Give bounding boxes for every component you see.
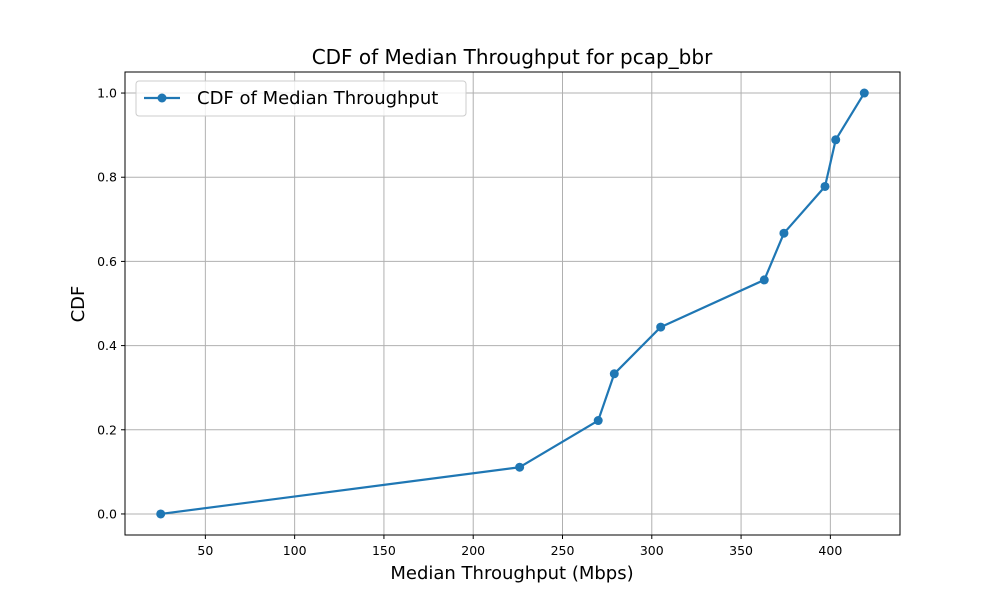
data-point-marker [779,228,789,238]
series-layer [156,88,869,519]
data-point-marker [820,181,830,191]
plot-area-frame [124,71,901,536]
x-tick-label: 150 [372,543,396,558]
legend: CDF of Median Throughput [135,80,467,117]
data-point-marker [859,88,869,98]
grid [125,72,900,535]
y-tick-label: 0.8 [97,170,117,185]
data-point-marker [593,416,603,426]
y-tick-label: 0.6 [97,254,117,269]
x-tick-label: 250 [551,543,575,558]
x-tick-label: 350 [729,543,753,558]
x-axis-label: Median Throughput (Mbps) [390,563,633,584]
chart-title: CDF of Median Throughput for pcap_bbr [312,45,713,69]
data-point-marker [831,135,841,145]
data-point-marker [515,462,525,472]
legend-box [135,80,467,117]
y-tick-label: 0.4 [97,338,117,353]
legend-entry-label: CDF of Median Throughput [197,88,438,109]
legend-marker-swatch [157,93,167,103]
x-tick-label: 400 [818,543,842,558]
ticks: 50 100 150 200 250 300 350 400 0.0 0.2 0.4 0.6 0.8 1.… [97,86,842,558]
data-point-marker [759,275,769,285]
series-line [160,92,866,516]
x-tick-label: 100 [283,543,307,558]
data-point-marker [656,322,666,332]
x-tick-label: 200 [461,543,485,558]
x-tick-label: 50 [197,543,213,558]
y-tick-label: 0.0 [97,506,117,521]
x-tick-label: 300 [640,543,664,558]
data-point-marker [609,369,619,379]
y-axis-label: CDF [68,286,89,323]
data-point-marker [156,509,166,519]
y-tick-label: 0.2 [97,422,117,437]
y-tick-label: 1.0 [97,86,117,101]
